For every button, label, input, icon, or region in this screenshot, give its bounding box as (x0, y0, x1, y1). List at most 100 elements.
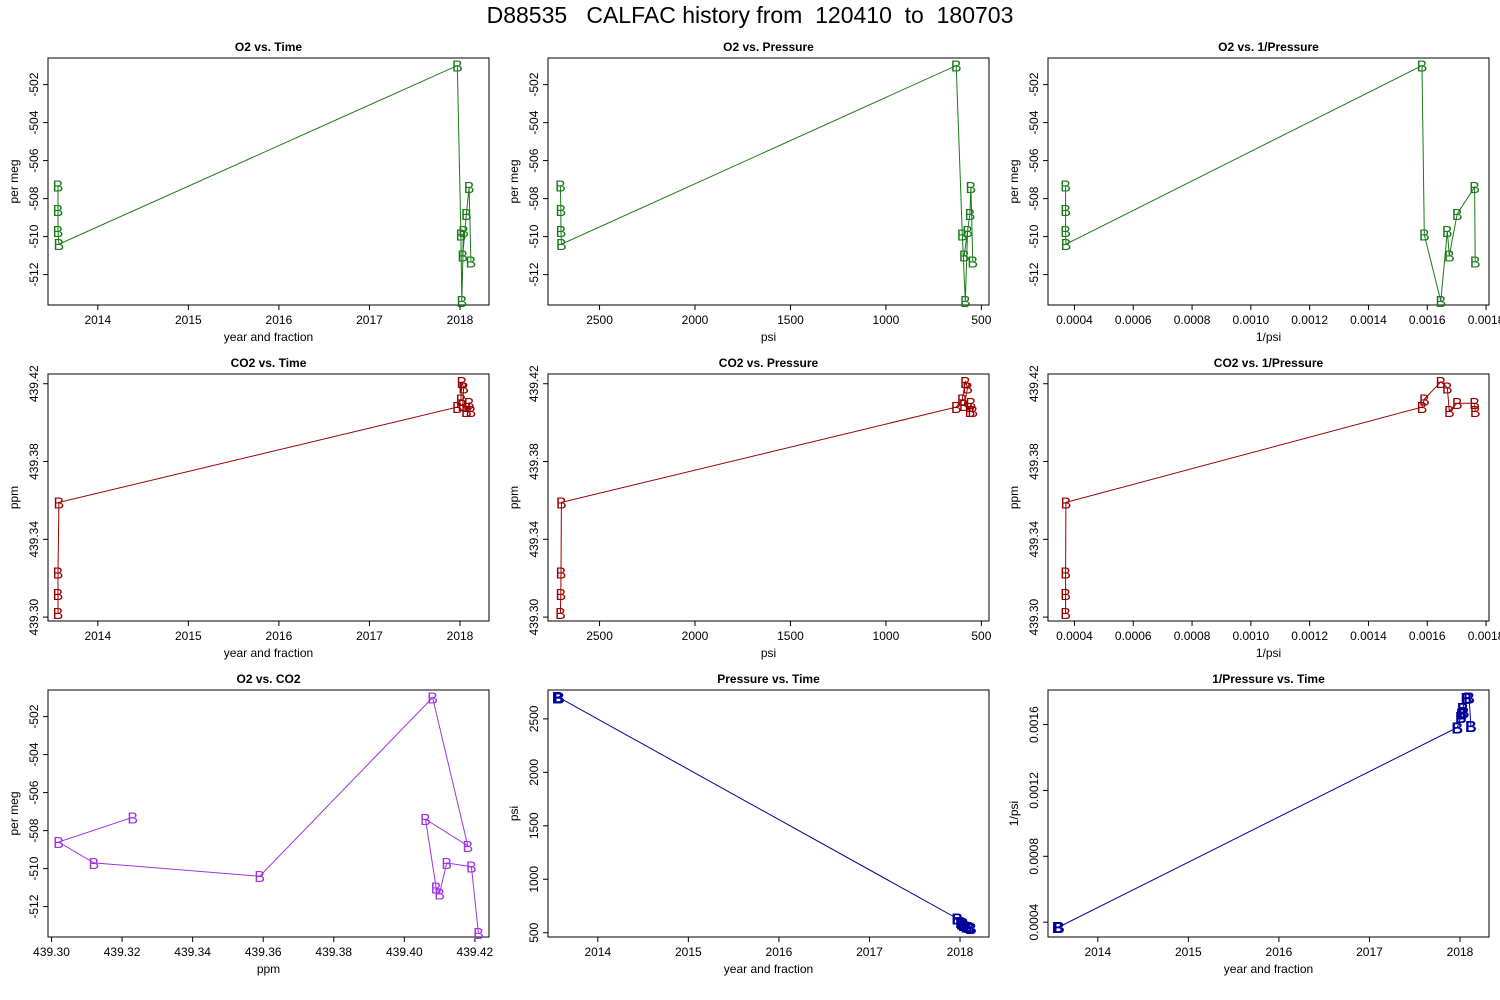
data-point: B (957, 228, 968, 245)
x-tick-label: 439.42 (457, 945, 494, 959)
y-axis-label: per meg (7, 159, 21, 203)
series-line (57, 696, 479, 934)
y-tick-label: -504 (27, 742, 41, 766)
series-line (1065, 64, 1476, 302)
x-tick-label: 2014 (84, 629, 111, 643)
chart-title: O2 vs. CO2 (236, 672, 300, 686)
data-point: B (1417, 400, 1428, 417)
y-tick-label: 0.0016 (1027, 706, 1041, 743)
data-point: B (955, 915, 967, 932)
y-tick-label: 439.42 (27, 365, 41, 402)
x-tick-label: 1000 (873, 313, 900, 327)
y-tick-label: -510 (1027, 224, 1041, 248)
data-point: B (556, 224, 567, 241)
data-point: B (1444, 404, 1455, 421)
y-tick-label: 0.0012 (1027, 772, 1041, 809)
data-point: B (434, 886, 445, 903)
x-tick-label: 2018 (947, 945, 974, 959)
data-point: B (457, 398, 468, 415)
x-tick-label: 1500 (777, 313, 804, 327)
x-tick-label: 0.0014 (1350, 313, 1387, 327)
x-tick-label: 0.0012 (1291, 313, 1328, 327)
y-tick-label: 439.30 (527, 598, 541, 635)
x-tick-label: 0.0018 (1468, 629, 1500, 643)
x-tick-label: 0.0010 (1233, 629, 1270, 643)
data-point: B (960, 294, 971, 311)
data-point: B (961, 919, 973, 936)
data-point: B (552, 690, 564, 707)
series-line (559, 379, 974, 614)
x-axis-label: psi (761, 646, 776, 660)
y-tick-label: -506 (1027, 148, 1041, 172)
y-tick-label: -508 (1027, 186, 1041, 210)
x-tick-label: 2017 (856, 945, 883, 959)
y-axis-label: ppm (7, 486, 21, 509)
x-tick-label: 2018 (447, 313, 474, 327)
data-point: B (457, 249, 468, 266)
x-tick-label: 2016 (1266, 945, 1293, 959)
y-tick-label: -512 (1027, 262, 1041, 286)
x-tick-label: 2014 (584, 945, 611, 959)
x-tick-label: 439.30 (33, 945, 70, 959)
y-axis-label: per meg (507, 159, 521, 203)
data-point: B (461, 404, 472, 421)
data-point: B (452, 59, 463, 76)
x-tick-label: 2017 (356, 313, 383, 327)
y-tick-label: -504 (527, 110, 541, 134)
x-tick-label: 439.38 (315, 945, 352, 959)
chart-panel-3: O2 vs. 1/Pressure 0.0004 0.0006 0.0008 0.001… (1007, 40, 1500, 344)
chart-panel-7: O2 vs. CO2 439.30 439.32 439.34 439.36 439.38… (7, 672, 494, 976)
data-point: B (555, 587, 566, 604)
data-point: B (452, 400, 463, 417)
data-point: B (1469, 396, 1480, 413)
data-point: B (1061, 495, 1072, 512)
data-point: B (1455, 710, 1467, 727)
data-point: B (1060, 178, 1071, 195)
data-point: B (1461, 691, 1473, 708)
plot-frame (1047, 373, 1490, 622)
data-point: B (1060, 606, 1071, 623)
x-tick-label: 2016 (766, 945, 793, 959)
data-point: B (1463, 691, 1475, 708)
plot-frame (47, 373, 490, 622)
y-tick-label: -504 (1027, 110, 1041, 134)
x-tick-label: 2014 (1084, 945, 1111, 959)
data-point: B (461, 207, 472, 224)
data-point: B (464, 180, 475, 197)
x-tick-label: 0.0016 (1409, 629, 1446, 643)
data-point: B (1052, 920, 1064, 937)
plot-frame (47, 57, 490, 306)
data-point: B (966, 396, 977, 413)
chart-title: O2 vs. Pressure (723, 40, 814, 54)
series-line (559, 64, 974, 302)
data-point: B (1417, 59, 1428, 76)
data-point: B (952, 912, 964, 929)
y-tick-label: 439.42 (527, 365, 541, 402)
x-tick-label: 0.0012 (1291, 629, 1328, 643)
data-point: B (420, 812, 431, 829)
y-axis-label: 1/psi (1007, 801, 1021, 826)
data-point: B (552, 690, 564, 707)
data-point: B (53, 178, 64, 195)
data-point: B (54, 495, 65, 512)
data-point: B (458, 381, 469, 398)
data-point: B (1442, 224, 1453, 241)
x-axis-label: ppm (257, 962, 280, 976)
series-line (557, 696, 972, 929)
page-title: D88535 CALFAC history from 120410 to 180… (486, 2, 1014, 28)
data-point: B (53, 587, 64, 604)
y-tick-label: 439.30 (1027, 598, 1041, 635)
data-point: B (462, 839, 473, 856)
plot-frame (1047, 689, 1490, 938)
data-point: B (456, 375, 467, 392)
data-point: B (456, 294, 467, 311)
data-point: B (1470, 254, 1481, 271)
chart-panel-9: 1/Pressure vs. Time 2014 2015 2016 2017 2018 0… (1007, 672, 1490, 976)
chart-title: CO2 vs. Pressure (719, 356, 819, 370)
data-point: B (53, 224, 64, 241)
y-tick-label: -504 (27, 110, 41, 134)
chart-title: O2 vs. 1/Pressure (1218, 40, 1319, 54)
y-tick-label: -502 (27, 704, 41, 728)
data-point: B (1052, 920, 1064, 937)
y-tick-label: -508 (27, 818, 41, 842)
